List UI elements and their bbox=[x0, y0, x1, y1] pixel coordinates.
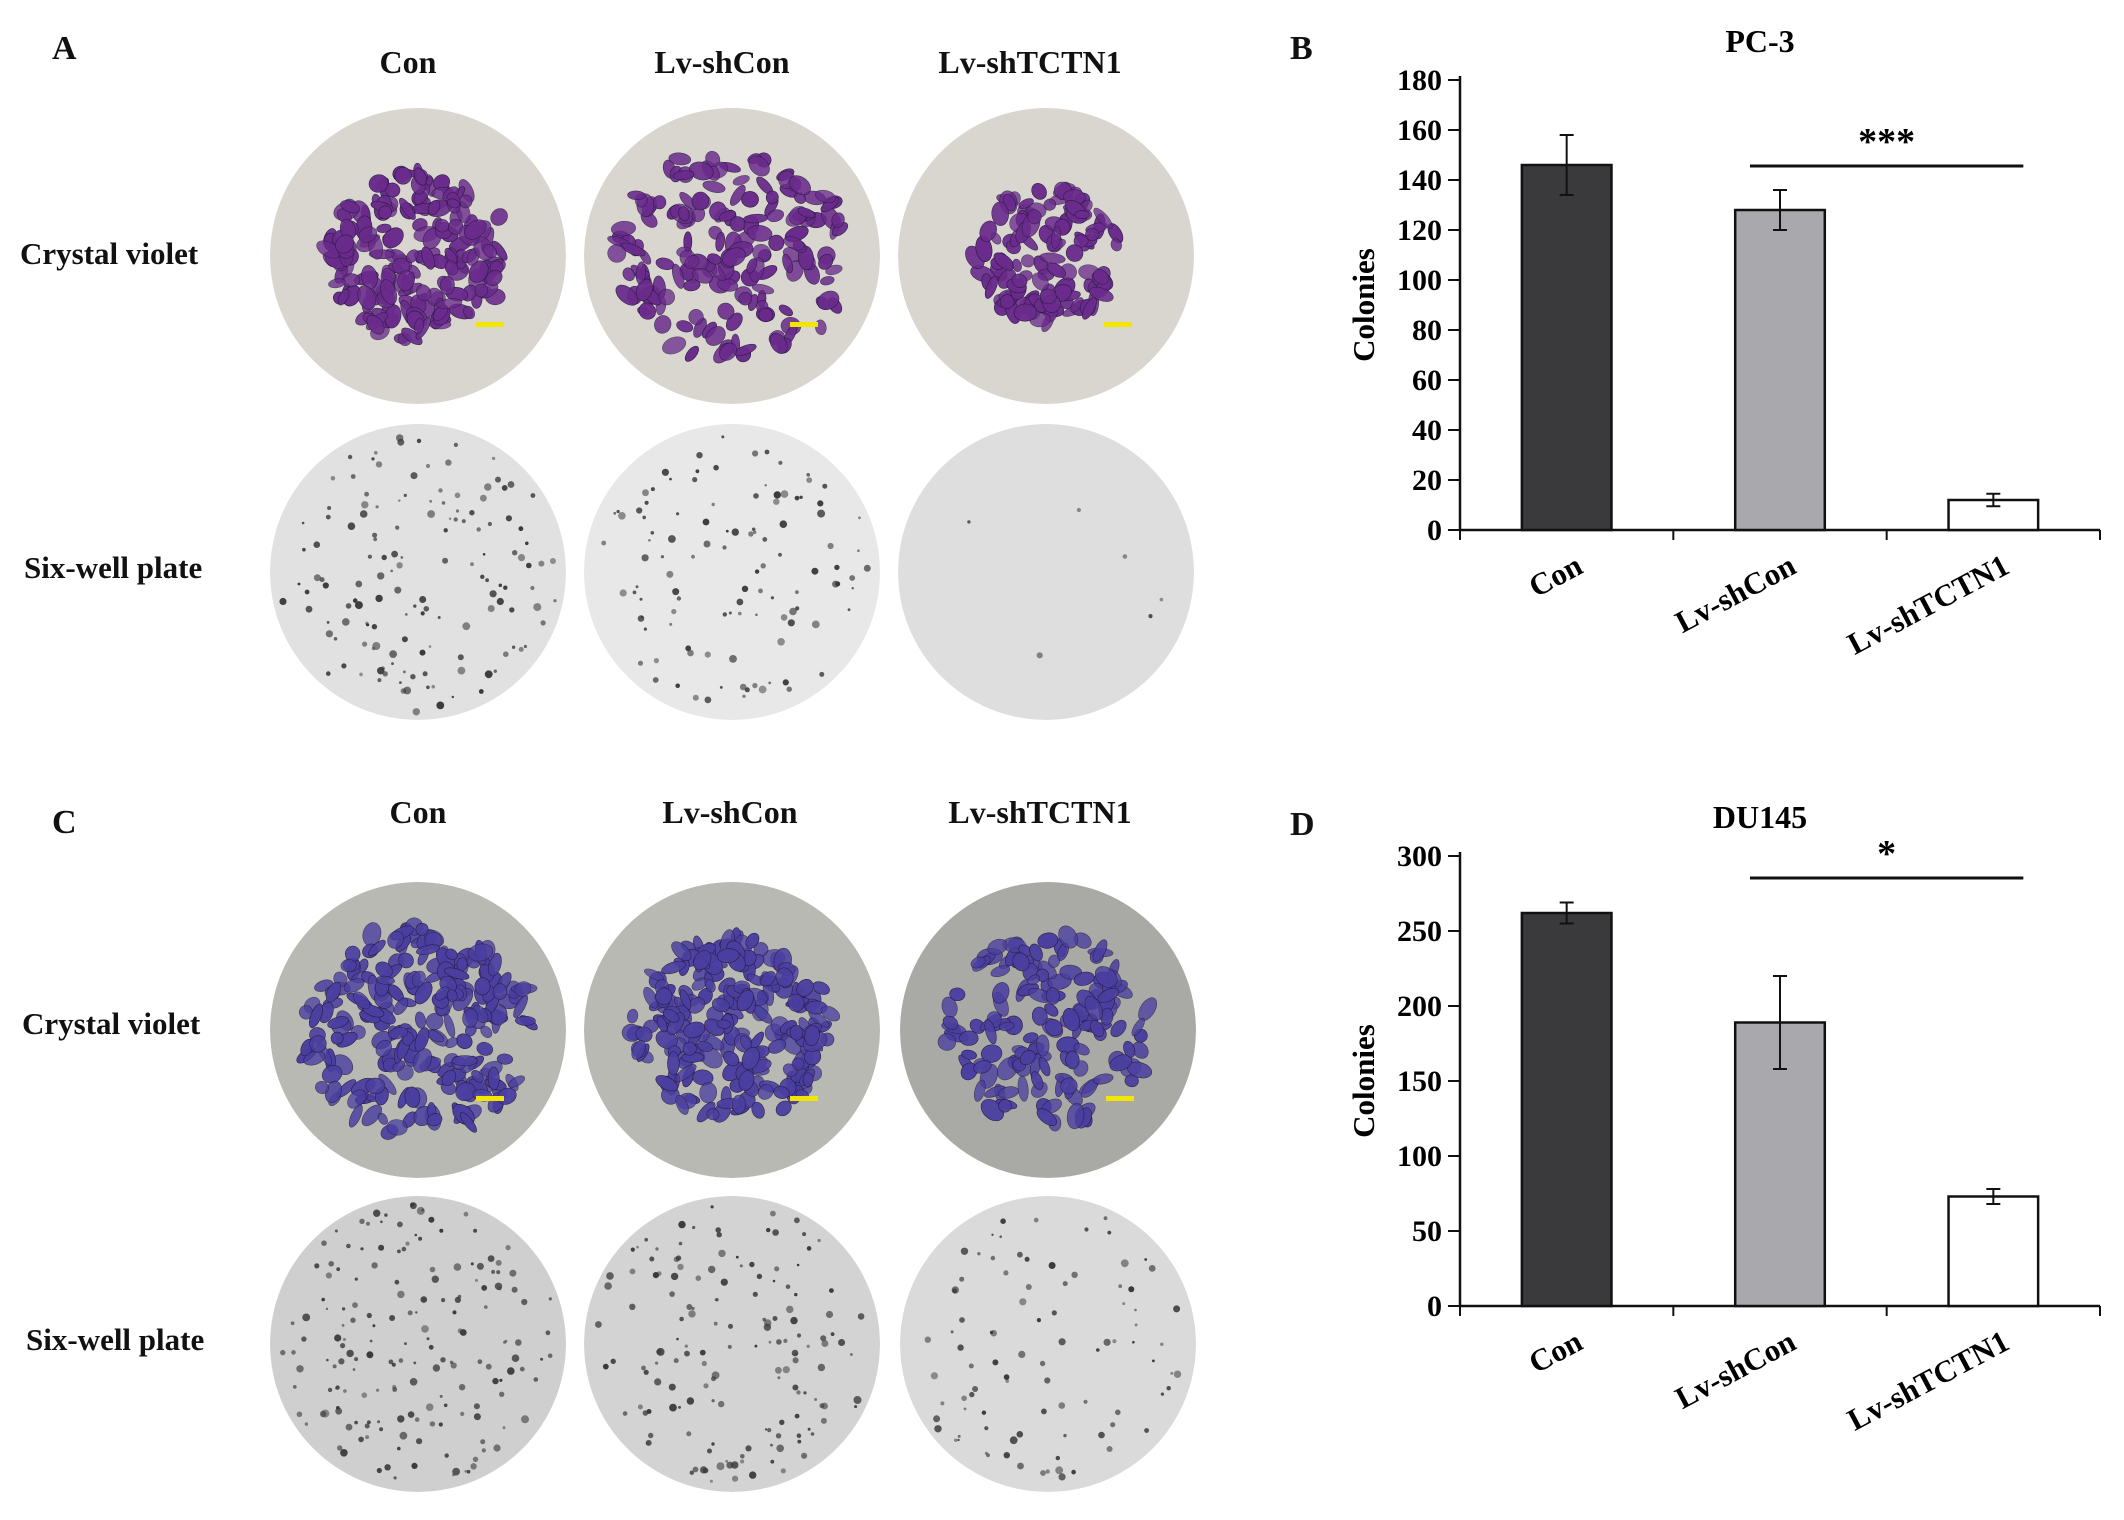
du145-y-tick-label: 300 bbox=[1397, 840, 1442, 873]
crystal-violet-well-con-a bbox=[270, 108, 566, 404]
du145-x-tick-label: Lv-shTCTN1 bbox=[1842, 1323, 2015, 1437]
six-well-plate-con-c bbox=[270, 1196, 566, 1492]
pc3-bar-lv-shcon bbox=[1733, 208, 1827, 532]
column-label-lv-shcon: Lv-shCon bbox=[654, 44, 790, 80]
pc3-y-tick-label: 20 bbox=[1412, 464, 1442, 497]
du145-x-tick-label: Con bbox=[1523, 1323, 1588, 1380]
scale-bar bbox=[476, 1096, 504, 1101]
pc3-y-tick-label: 120 bbox=[1397, 214, 1442, 247]
crystal-violet-well-lv-shcon-c bbox=[584, 882, 880, 1178]
du145-chart-title: DU145 bbox=[1713, 799, 1807, 835]
scale-bar bbox=[790, 1096, 818, 1101]
row-label-six-well-plate-c: Six-well plate bbox=[26, 1322, 205, 1357]
scale-bar bbox=[1104, 322, 1132, 327]
pc3-x-tick-label: Con bbox=[1523, 547, 1588, 604]
column-label-con: Con bbox=[379, 44, 437, 80]
six-well-plate-con-a bbox=[270, 424, 566, 720]
du145-y-tick-label: 100 bbox=[1397, 1140, 1442, 1173]
column-label-con-c: Con bbox=[389, 794, 447, 830]
pc3-chart-title: PC-3 bbox=[1725, 23, 1794, 59]
column-label-lv-shcon-c: Lv-shCon bbox=[662, 794, 798, 830]
six-well-plate-lv-shcon-a bbox=[584, 424, 880, 720]
crystal-violet-well-lv-shtctn1-a bbox=[898, 108, 1194, 404]
du145-bar-con bbox=[1520, 911, 1613, 1308]
six-well-plate-lv-shtctn1-c bbox=[900, 1196, 1196, 1492]
du145-y-tick-label: 250 bbox=[1397, 915, 1442, 948]
du145-significance-label: * bbox=[1877, 833, 1896, 875]
du145-y-tick-label: 150 bbox=[1397, 1065, 1442, 1098]
scale-bar bbox=[476, 322, 504, 327]
du145-y-tick-label: 50 bbox=[1412, 1215, 1442, 1248]
pc3-y-tick-label: 60 bbox=[1412, 364, 1442, 397]
column-label-lv-shtctn1: Lv-shTCTN1 bbox=[938, 44, 1122, 80]
column-label-lv-shtctn1-c: Lv-shTCTN1 bbox=[948, 794, 1132, 830]
pc3-y-tick-label: 40 bbox=[1412, 414, 1442, 447]
pc3-y-tick-label: 140 bbox=[1397, 164, 1442, 197]
panel-letter-a: A bbox=[52, 30, 77, 67]
crystal-violet-well-lv-shtctn1-c bbox=[900, 882, 1196, 1178]
crystal-violet-well-lv-shcon-a bbox=[584, 108, 880, 404]
du145-y-tick-label: 0 bbox=[1427, 1290, 1442, 1323]
bar-chart-du145: DU145 Colonies 0 50 100 150 200 250 300 Con Lv-shC… bbox=[1346, 799, 2101, 1437]
six-well-plate-lv-shcon-c bbox=[584, 1196, 880, 1492]
bar-chart-pc3: PC-3 Colonies 0 20 40 60 80 100 120 140 160 180 Con L… bbox=[1346, 23, 2101, 661]
pc3-y-tick-label: 0 bbox=[1427, 514, 1442, 547]
panel-letter-b: B bbox=[1290, 30, 1313, 67]
row-label-crystal-violet-c: Crystal violet bbox=[22, 1006, 201, 1041]
pc3-y-tick-label: 80 bbox=[1412, 314, 1442, 347]
du145-y-tick-label: 200 bbox=[1397, 990, 1442, 1023]
du145-x-tick-label: Lv-shCon bbox=[1669, 1323, 1801, 1415]
pc3-x-tick-label: Lv-shCon bbox=[1669, 547, 1801, 639]
pc3-significance-label: *** bbox=[1858, 121, 1915, 163]
pc3-x-tick-label: Lv-shTCTN1 bbox=[1842, 547, 2015, 661]
pc3-y-tick-label: 160 bbox=[1397, 114, 1442, 147]
six-well-plate-lv-shtctn1-a bbox=[898, 424, 1194, 720]
scale-bar bbox=[790, 322, 818, 327]
row-label-six-well-plate: Six-well plate bbox=[24, 550, 203, 585]
du145-bar-lv-shtctn1 bbox=[1947, 1195, 2040, 1308]
panel-letter-c: C bbox=[52, 804, 77, 841]
pc3-y-tick-label: 100 bbox=[1397, 264, 1442, 297]
panel-letter-d: D bbox=[1290, 806, 1315, 843]
crystal-violet-well-con-c bbox=[270, 882, 566, 1178]
pc3-bar-con bbox=[1520, 163, 1613, 532]
pc3-y-axis-label: Colonies bbox=[1346, 248, 1381, 362]
row-label-crystal-violet: Crystal violet bbox=[20, 236, 199, 271]
scale-bar bbox=[1106, 1096, 1134, 1101]
du145-y-axis-label: Colonies bbox=[1346, 1024, 1381, 1138]
pc3-y-tick-label: 180 bbox=[1397, 64, 1442, 97]
